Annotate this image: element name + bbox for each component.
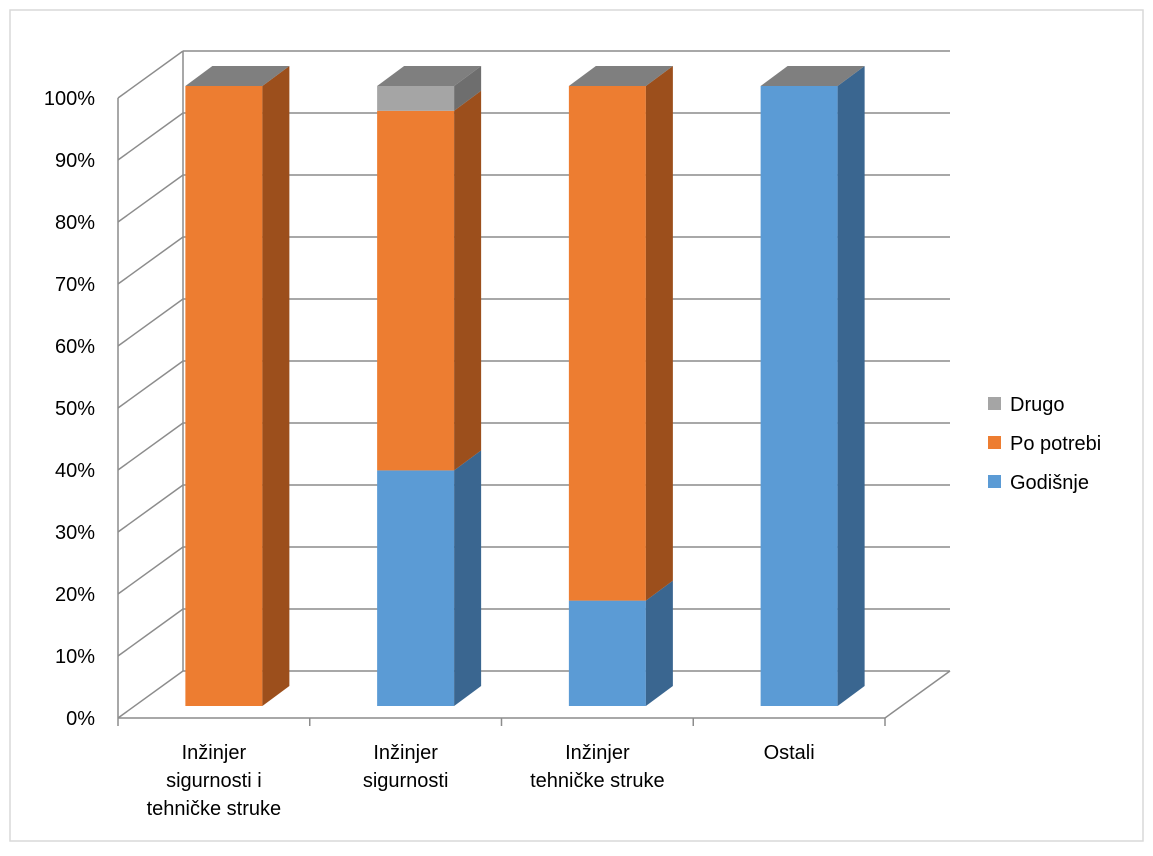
gridline-depth xyxy=(117,422,184,471)
bar-segment-front xyxy=(377,110,455,471)
x-category-label-line: tehničke struke xyxy=(530,770,665,792)
bar-segment-side xyxy=(645,580,673,706)
floor-left-edge xyxy=(117,670,184,719)
bar-top-cap xyxy=(760,66,865,86)
bar-segment-front xyxy=(377,470,455,706)
bar-top-cap xyxy=(185,66,290,86)
legend-label: Drugo xyxy=(1010,394,1064,416)
y-tick-label: 90% xyxy=(55,150,95,172)
gridline-depth xyxy=(117,50,184,99)
y-axis-tick-labels: 0% 10% 20% 30% 40% 50% 60% 70% 80% 90% 100% xyxy=(44,88,95,730)
bar-stack xyxy=(377,66,482,706)
bar-segment-side xyxy=(454,66,482,111)
gridline-depth xyxy=(117,608,184,657)
y-tick-label: 60% xyxy=(55,336,95,358)
bar-segment-front xyxy=(377,86,455,111)
bar-segment-side xyxy=(262,66,290,706)
x-category-label-line: Inžinjer xyxy=(182,742,247,764)
gridline-depth xyxy=(117,236,184,285)
gridline-depth xyxy=(117,112,184,161)
y-tick-label: 70% xyxy=(55,274,95,296)
bar-segment-front xyxy=(185,86,263,706)
bar-segment-side xyxy=(454,90,482,471)
bar-top-cap xyxy=(377,66,482,86)
bar-stack xyxy=(568,66,673,706)
bar-segment-side xyxy=(645,66,673,601)
legend: Drugo Po potrebi Godišnje xyxy=(988,394,1101,494)
y-tick-label: 50% xyxy=(55,398,95,420)
legend-label: Po potrebi xyxy=(1010,433,1101,455)
bar-segment-front xyxy=(568,86,646,601)
x-category-label-line: sigurnosti i xyxy=(166,770,262,792)
y-tick-label: 80% xyxy=(55,212,95,234)
gridline-depth xyxy=(117,298,184,347)
x-category-label: Ostali xyxy=(764,742,815,764)
legend-item: Po potrebi xyxy=(988,433,1101,455)
x-axis-category-labels: Inžinjer sigurnosti i tehničke strukeInžin… xyxy=(147,742,815,820)
x-category-label-line: sigurnosti xyxy=(363,770,449,792)
x-category-label-line: tehničke struke xyxy=(147,798,282,820)
legend-item: Godišnje xyxy=(988,472,1089,494)
gridline-depth xyxy=(117,360,184,409)
gridline-depth xyxy=(117,484,184,533)
gridline-depth xyxy=(117,174,184,223)
legend-label: Godišnje xyxy=(1010,472,1089,494)
x-category-label-line: Inžinjer xyxy=(373,742,438,764)
bar-segment-side xyxy=(454,450,482,706)
bar-segment-front xyxy=(760,86,838,706)
y-tick-label: 30% xyxy=(55,522,95,544)
bar-stack xyxy=(760,66,865,706)
x-category-label: Inžinjer sigurnosti i tehničke struke xyxy=(147,742,282,820)
y-tick-label: 20% xyxy=(55,584,95,606)
bar-segment-side xyxy=(837,66,865,706)
y-tick-label: 100% xyxy=(44,88,95,110)
bars xyxy=(185,66,865,706)
bar-stack xyxy=(185,66,290,706)
y-tick-label: 0% xyxy=(66,708,95,730)
x-category-label: Inžinjer sigurnosti xyxy=(363,742,449,792)
x-category-label: Inžinjer tehničke struke xyxy=(530,742,665,792)
legend-swatch xyxy=(988,475,1001,488)
x-category-label-line: Inžinjer xyxy=(565,742,630,764)
x-category-label-line: Ostali xyxy=(764,742,815,764)
bar-top-cap xyxy=(568,66,673,86)
legend-swatch xyxy=(988,436,1001,449)
legend-swatch xyxy=(988,397,1001,410)
legend-item: Drugo xyxy=(988,394,1064,416)
y-tick-label: 40% xyxy=(55,460,95,482)
floor-right-edge xyxy=(884,670,951,719)
bar-segment-front xyxy=(568,600,646,706)
gridline-depth xyxy=(117,546,184,595)
y-tick-label: 10% xyxy=(55,646,95,668)
